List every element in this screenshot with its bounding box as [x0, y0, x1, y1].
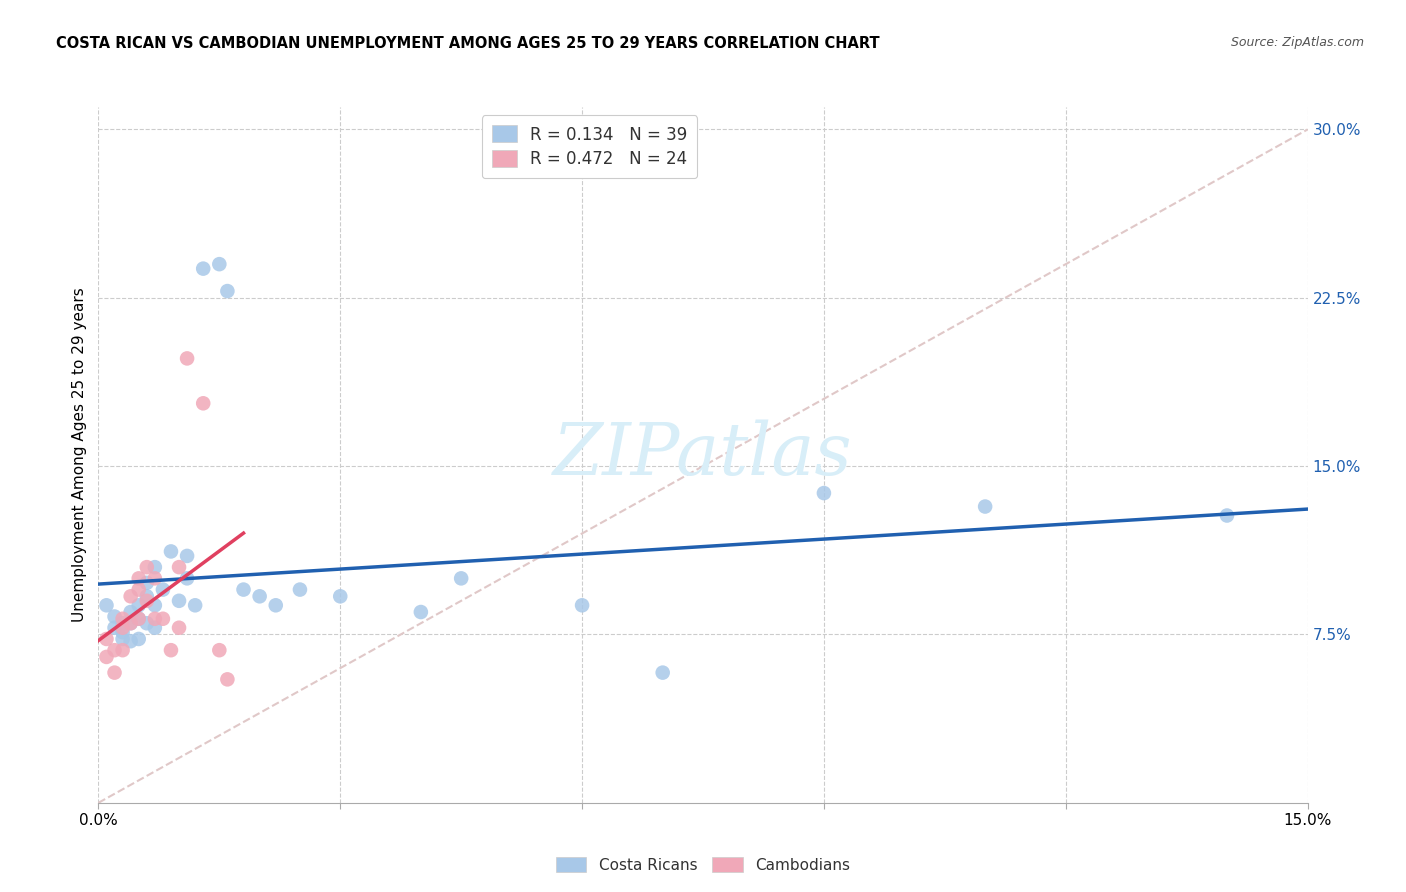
Point — [128, 632, 150, 646]
Point — [176, 571, 198, 585]
Legend: Costa Ricans, Cambodians: Costa Ricans, Cambodians — [550, 850, 856, 879]
Text: R =: R = — [527, 140, 564, 158]
Point — [143, 612, 166, 626]
Point — [111, 612, 134, 626]
Y-axis label: Unemployment Among Ages 25 to 29 years: Unemployment Among Ages 25 to 29 years — [72, 287, 87, 623]
Point — [143, 560, 166, 574]
Point — [103, 665, 125, 680]
Point — [135, 616, 157, 631]
Point — [651, 665, 673, 680]
Point — [152, 582, 174, 597]
Point — [249, 590, 271, 604]
Text: 39: 39 — [659, 119, 683, 136]
Point — [974, 500, 997, 514]
Point — [135, 575, 157, 590]
Point — [143, 621, 166, 635]
Point — [111, 621, 134, 635]
Text: COSTA RICAN VS CAMBODIAN UNEMPLOYMENT AMONG AGES 25 TO 29 YEARS CORRELATION CHAR: COSTA RICAN VS CAMBODIAN UNEMPLOYMENT AM… — [56, 36, 880, 51]
Point — [184, 599, 207, 613]
Text: Source: ZipAtlas.com: Source: ZipAtlas.com — [1230, 36, 1364, 49]
Point — [128, 571, 150, 585]
Text: N =: N = — [621, 140, 668, 158]
Point — [176, 351, 198, 366]
Point — [96, 632, 118, 646]
Point — [120, 605, 142, 619]
Point — [813, 486, 835, 500]
Point — [111, 632, 134, 646]
Point — [128, 599, 150, 613]
Point — [217, 673, 239, 687]
Point — [232, 582, 254, 597]
Point — [571, 599, 593, 613]
Point — [152, 612, 174, 626]
Point — [120, 616, 142, 631]
Point — [409, 605, 432, 619]
Point — [208, 643, 231, 657]
Point — [96, 599, 118, 613]
Text: 0.472: 0.472 — [562, 140, 616, 158]
Point — [160, 544, 183, 558]
Point — [193, 396, 215, 410]
Text: 24: 24 — [659, 140, 683, 158]
Point — [193, 261, 215, 276]
Point — [111, 643, 134, 657]
Point — [143, 571, 166, 585]
Point — [135, 560, 157, 574]
Point — [450, 571, 472, 585]
Point — [111, 625, 134, 640]
Point — [120, 634, 142, 648]
Point — [167, 560, 190, 574]
Point — [143, 599, 166, 613]
Point — [135, 590, 157, 604]
Point — [120, 590, 142, 604]
Point — [135, 594, 157, 608]
Point — [167, 621, 190, 635]
Text: ZIPatlas: ZIPatlas — [553, 419, 853, 491]
Text: 0.134: 0.134 — [562, 119, 616, 136]
Point — [103, 609, 125, 624]
Point — [288, 582, 311, 597]
Point — [103, 643, 125, 657]
Point — [160, 643, 183, 657]
Point — [111, 616, 134, 631]
Point — [208, 257, 231, 271]
Point — [167, 594, 190, 608]
Point — [120, 616, 142, 631]
Point — [128, 612, 150, 626]
Point — [128, 612, 150, 626]
Point — [329, 590, 352, 604]
Text: N =: N = — [621, 119, 668, 136]
Point — [1216, 508, 1239, 523]
Text: R =: R = — [527, 119, 564, 136]
Point — [96, 649, 118, 664]
Point — [217, 284, 239, 298]
Point — [128, 582, 150, 597]
Point — [103, 621, 125, 635]
Point — [264, 599, 287, 613]
Point — [176, 549, 198, 563]
